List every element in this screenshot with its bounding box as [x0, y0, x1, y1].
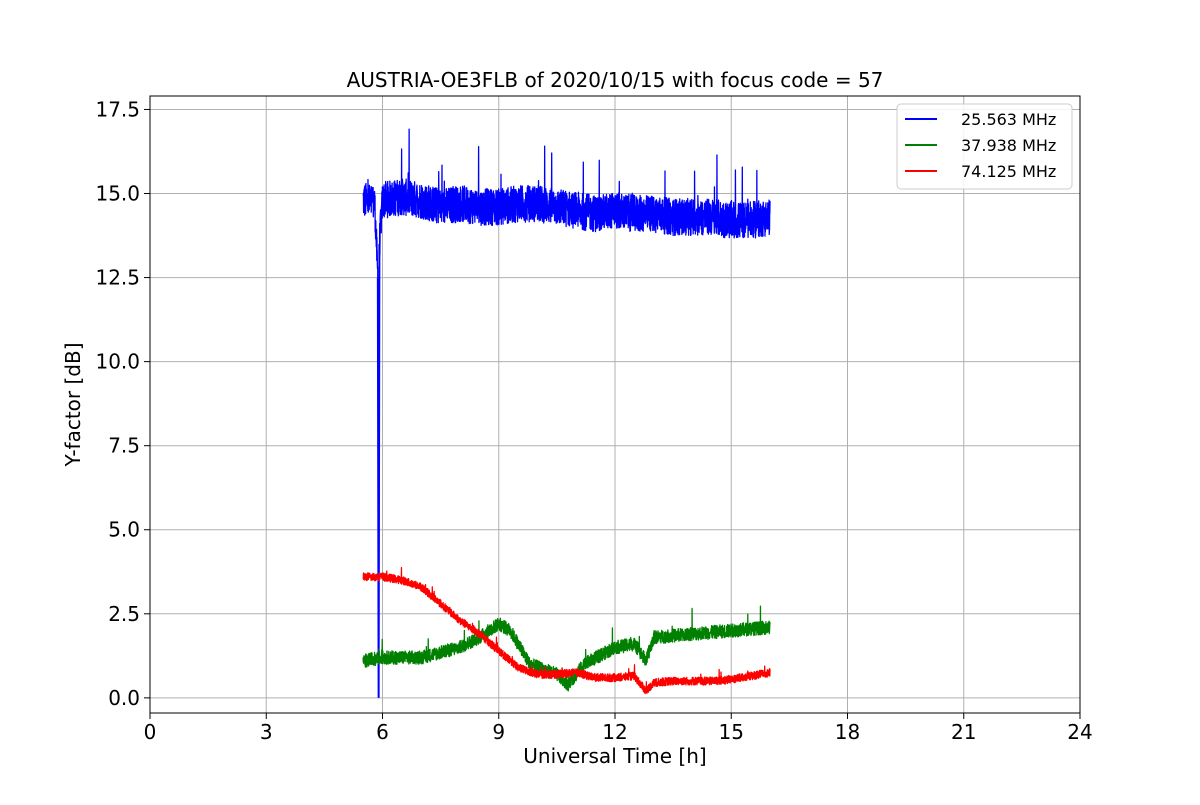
y-tick-label: 0.0 — [108, 686, 140, 710]
x-tick-label: 21 — [951, 720, 976, 744]
y-tick-label: 7.5 — [108, 434, 140, 458]
x-tick-label: 12 — [602, 720, 627, 744]
y-tick-label: 10.0 — [95, 350, 140, 374]
chart-title: AUSTRIA-OE3FLB of 2020/10/15 with focus … — [347, 68, 884, 92]
y-tick-label: 5.0 — [108, 518, 140, 542]
x-axis-label: Universal Time [h] — [523, 744, 706, 768]
y-axis-label: Y-factor [dB] — [61, 342, 85, 467]
legend-label: 25.563 MHz — [961, 110, 1056, 129]
y-tick-label: 15.0 — [95, 182, 140, 206]
y-tick-label: 12.5 — [95, 266, 140, 290]
series-line-3 — [362, 566, 771, 695]
x-tick-label: 15 — [719, 720, 744, 744]
grid — [149, 96, 1081, 713]
axis-ticks: 0 3 6 9 12 15 18 21 24 0.0 2.5 5.0 7.5 10.0 12.5 15.0 17… — [95, 97, 1092, 744]
legend-label: 74.125 MHz — [961, 162, 1056, 181]
y-tick-label: 17.5 — [95, 97, 140, 121]
x-tick-label: 24 — [1067, 720, 1092, 744]
series-line-1 — [362, 128, 771, 695]
legend-label: 37.938 MHz — [961, 136, 1056, 155]
series-lines — [362, 128, 771, 698]
legend-box — [896, 103, 1073, 190]
x-tick-label: 9 — [492, 720, 505, 744]
x-tick-label: 3 — [260, 720, 273, 744]
series-dip-1 — [376, 243, 381, 698]
x-tick-label: 0 — [144, 720, 157, 744]
x-tick-label: 6 — [376, 720, 389, 744]
y-tick-label: 2.5 — [108, 602, 140, 626]
legend: 25.563 MHz 37.938 MHz 74.125 MHz — [896, 103, 1073, 190]
x-tick-label: 18 — [835, 720, 860, 744]
